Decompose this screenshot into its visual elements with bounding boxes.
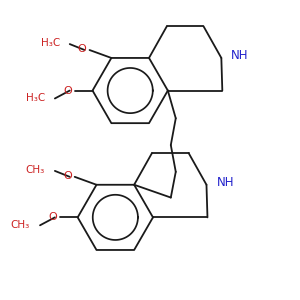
Text: CH₃: CH₃ — [26, 165, 45, 175]
Text: H₃C: H₃C — [26, 94, 45, 103]
Text: NH: NH — [231, 50, 249, 62]
Text: O: O — [78, 44, 87, 54]
Text: CH₃: CH₃ — [11, 220, 30, 230]
Text: O: O — [48, 212, 57, 222]
Text: O: O — [63, 85, 72, 96]
Text: NH: NH — [216, 176, 234, 189]
Text: H₃C: H₃C — [40, 38, 60, 48]
Text: O: O — [63, 171, 72, 181]
